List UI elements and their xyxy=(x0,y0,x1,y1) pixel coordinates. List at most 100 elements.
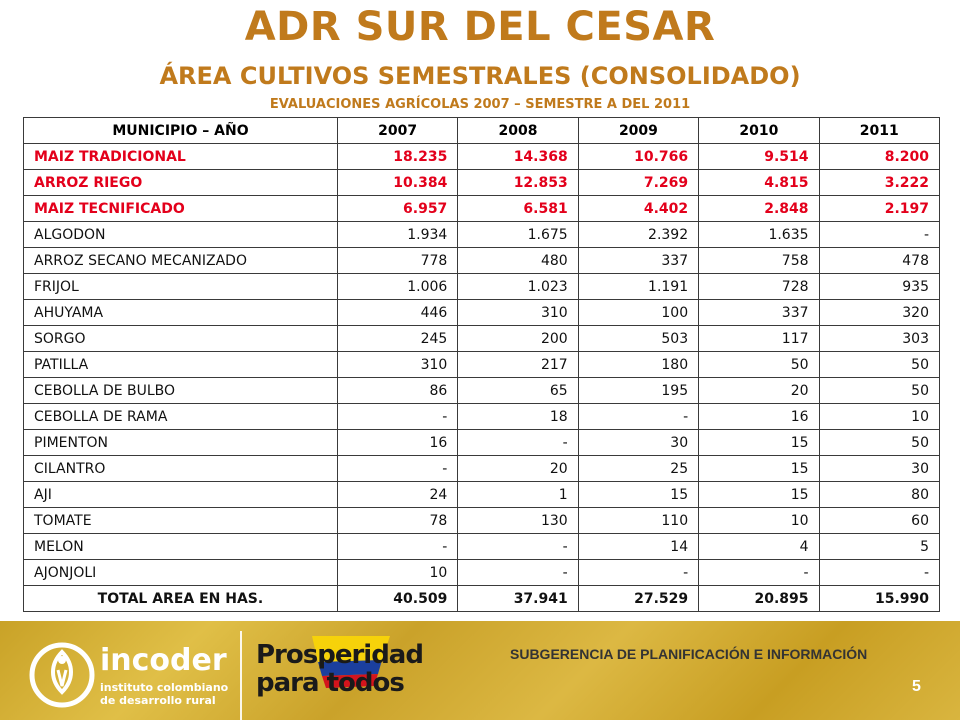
table-row: MAIZ TRADICIONAL 18.235 14.368 10.766 9.514 8… xyxy=(23,143,941,170)
area-value-cell: - xyxy=(336,455,459,482)
area-value-cell: 10.384 xyxy=(336,169,459,196)
area-value-cell: 2.392 xyxy=(577,221,700,248)
table-row: TOMATE 78 130 110 10 60 xyxy=(23,507,941,534)
table-row: SORGO 245 200 503 117 303 xyxy=(23,325,941,352)
area-value-cell: 10 xyxy=(818,403,941,430)
incoder-wordmark: incoder xyxy=(100,643,227,678)
area-value-cell: 20 xyxy=(698,377,820,404)
area-value-cell: 12.853 xyxy=(457,169,579,196)
area-value-cell: 20 xyxy=(457,455,579,482)
area-value-cell: - xyxy=(457,429,579,456)
area-value-cell: 195 xyxy=(577,377,700,404)
area-value-cell: 50 xyxy=(818,351,941,378)
crop-area-table: MUNICIPIO – AÑO 2007 2008 2009 2010 2011… xyxy=(23,117,941,612)
area-value-cell: 27.529 xyxy=(577,585,700,612)
area-value-cell: 4.402 xyxy=(577,195,700,222)
area-value-cell: 1.675 xyxy=(457,221,579,248)
colombia-flag-ribbon-icon xyxy=(312,636,390,688)
crop-name-cell: SORGO xyxy=(23,325,338,352)
crop-name-cell: TOTAL AREA EN HAS. xyxy=(23,585,338,612)
area-value-cell: 217 xyxy=(457,351,579,378)
table-row: ARROZ RIEGO 10.384 12.853 7.269 4.815 3.222 xyxy=(23,169,941,196)
crop-name-cell: PATILLA xyxy=(23,351,338,378)
crop-name-cell: TOMATE xyxy=(23,507,338,534)
area-value-cell: 303 xyxy=(818,325,941,352)
area-value-cell: 15 xyxy=(698,455,820,482)
crop-name-cell: AJI xyxy=(23,481,338,508)
area-value-cell: 337 xyxy=(577,247,700,274)
crop-name-cell: ARROZ RIEGO xyxy=(23,169,338,196)
table-row: AHUYAMA 446 310 100 337 320 xyxy=(23,299,941,326)
table-row: PIMENTON 16-30 15 50 xyxy=(23,429,941,456)
area-value-cell: - xyxy=(336,403,459,430)
area-value-cell: 728 xyxy=(698,273,820,300)
area-value-cell: 3.222 xyxy=(818,169,941,196)
crop-name-cell: AJONJOLI xyxy=(23,559,338,586)
area-value-cell: 310 xyxy=(457,299,579,326)
area-value-cell: 15 xyxy=(698,481,820,508)
header-2010: 2010 xyxy=(698,117,820,144)
area-value-cell: 50 xyxy=(818,429,941,456)
area-value-cell: - xyxy=(698,559,820,586)
area-value-cell: 30 xyxy=(577,429,700,456)
area-value-cell: 25 xyxy=(577,455,700,482)
area-value-cell: 50 xyxy=(698,351,820,378)
area-value-cell: 14 xyxy=(577,533,700,560)
area-value-cell: 480 xyxy=(457,247,579,274)
evaluation-caption: EVALUACIONES AGRÍCOLAS 2007 – SEMESTRE A… xyxy=(269,97,691,112)
table-row: AJI 24 1 15 15 80 xyxy=(23,481,941,508)
table-row: CEBOLLA DE BULBO 86 65 195 20 50 xyxy=(23,377,941,404)
area-value-cell: 935 xyxy=(818,273,941,300)
incoder-tagline-2: de desarrollo rural xyxy=(100,694,216,707)
area-value-cell: 5 xyxy=(818,533,941,560)
area-value-cell: 1.191 xyxy=(577,273,700,300)
area-value-cell: 86 xyxy=(336,377,459,404)
area-value-cell: 30 xyxy=(818,455,941,482)
incoder-logo-icon xyxy=(29,642,95,708)
area-value-cell: 78 xyxy=(336,507,459,534)
header-2008: 2008 xyxy=(457,117,579,144)
crop-name-cell: CILANTRO xyxy=(23,455,338,482)
area-value-cell: 14.368 xyxy=(457,143,579,170)
table-row: MAIZ TECNIFICADO 6.957 6.581 4.402 2.848 2.19… xyxy=(23,195,941,222)
area-value-cell: 8.200 xyxy=(818,143,941,170)
crop-name-cell: PIMENTON xyxy=(23,429,338,456)
header-2007: 2007 xyxy=(336,117,459,144)
header-2009: 2009 xyxy=(577,117,700,144)
footer-band xyxy=(0,621,960,720)
prosperidad-line-1: Prosperidad xyxy=(256,640,424,670)
area-value-cell: 478 xyxy=(818,247,941,274)
area-value-cell: 2.848 xyxy=(698,195,820,222)
header-2011: 2011 xyxy=(818,117,941,144)
area-value-cell: 24 xyxy=(336,481,459,508)
page-number: 5 xyxy=(912,678,921,695)
area-value-cell: 1 xyxy=(457,481,579,508)
area-value-cell: 10 xyxy=(698,507,820,534)
area-value-cell: 15 xyxy=(577,481,700,508)
crop-name-cell: FRIJOL xyxy=(23,273,338,300)
table-row: CILANTRO -20 25 15 30 xyxy=(23,455,941,482)
table-row: ARROZ SECANO MECANIZADO 778 480 337 758 478 xyxy=(23,247,941,274)
area-value-cell: 60 xyxy=(818,507,941,534)
area-value-cell: 758 xyxy=(698,247,820,274)
crop-name-cell: MAIZ TRADICIONAL xyxy=(23,143,338,170)
area-value-cell: 6.957 xyxy=(336,195,459,222)
area-value-cell: 80 xyxy=(818,481,941,508)
area-value-cell: 310 xyxy=(336,351,459,378)
slide-title: ADR SUR DEL CESAR xyxy=(244,4,716,50)
table-row: MELON - -14 4 5 xyxy=(23,533,941,560)
area-value-cell: 2.197 xyxy=(818,195,941,222)
area-value-cell: 37.941 xyxy=(457,585,579,612)
crop-name-cell: AHUYAMA xyxy=(23,299,338,326)
crop-name-cell: MAIZ TECNIFICADO xyxy=(23,195,338,222)
area-value-cell: 1.934 xyxy=(336,221,459,248)
area-value-cell: 10 xyxy=(336,559,459,586)
header-municipio: MUNICIPIO – AÑO xyxy=(23,117,338,144)
area-value-cell: 100 xyxy=(577,299,700,326)
crop-name-cell: ALGODON xyxy=(23,221,338,248)
table-body: MAIZ TRADICIONAL 18.235 14.368 10.766 9.514 8… xyxy=(23,143,941,612)
total-row: TOTAL AREA EN HAS. 40.509 37.941 27.529 20.8… xyxy=(23,585,941,612)
area-value-cell: 15 xyxy=(698,429,820,456)
area-value-cell: 200 xyxy=(457,325,579,352)
table-row: ALGODON 1.934 1.675 2.392 1.635- xyxy=(23,221,941,248)
